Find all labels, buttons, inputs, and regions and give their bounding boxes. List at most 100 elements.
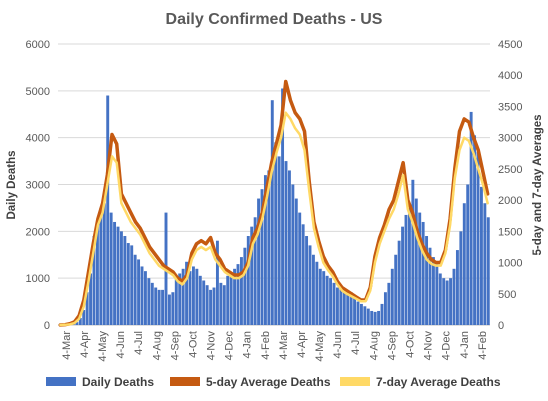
legend-label-daily: Daily Deaths — [82, 375, 154, 389]
y2-tick-label: 2500 — [498, 164, 522, 176]
line-7day-average — [59, 111, 489, 327]
bar-daily-deaths — [174, 278, 178, 325]
y-tick-label: 1000 — [26, 273, 50, 285]
bar-daily-deaths — [113, 221, 117, 325]
bar-daily-deaths — [315, 261, 319, 325]
x-tick-label: 4-Jul — [133, 331, 145, 355]
bar-daily-deaths — [205, 285, 209, 325]
y-tick-label: 4000 — [26, 133, 50, 145]
bar-daily-deaths — [342, 289, 346, 325]
y2-tick-label: 4500 — [498, 39, 522, 51]
legend-swatch-daily — [46, 377, 76, 386]
bar-daily-deaths — [466, 184, 470, 325]
x-tick-label: 4-Mar — [61, 331, 73, 360]
bar-daily-deaths — [181, 268, 185, 325]
bar-daily-deaths — [425, 236, 429, 325]
y-tick-label: 5000 — [26, 86, 50, 98]
bar-daily-deaths — [202, 280, 206, 325]
bar-daily-deaths — [198, 275, 202, 325]
bar-daily-deaths — [418, 212, 422, 325]
x-tick-label: 4-Jul — [350, 331, 362, 355]
bar-daily-deaths — [106, 95, 110, 326]
left-axis-ticks: 0 1000 2000 3000 4000 5000 6000 — [26, 39, 50, 332]
y-tick-label: 6000 — [26, 39, 50, 51]
y-tick-label: 0 — [44, 320, 50, 332]
bar-daily-deaths — [298, 212, 302, 325]
bar-daily-deaths — [95, 221, 99, 325]
bar-daily-deaths — [479, 186, 483, 325]
bar-daily-deaths — [311, 254, 315, 325]
bar-daily-deaths — [270, 100, 274, 325]
y-tick-label: 2000 — [26, 226, 50, 238]
bar-daily-deaths — [109, 212, 113, 325]
bar-daily-deaths — [394, 254, 398, 325]
y-tick-label: 3000 — [26, 180, 50, 192]
legend-swatch-7day — [340, 377, 370, 386]
bar-daily-deaths — [431, 257, 435, 325]
bar-daily-deaths — [383, 292, 387, 325]
x-tick-label: 4-Feb — [477, 331, 489, 360]
bar-daily-deaths — [99, 207, 103, 325]
x-tick-label: 4-May — [314, 331, 326, 362]
bar-daily-deaths — [401, 226, 405, 325]
bar-daily-deaths — [236, 264, 240, 325]
y2-tick-label: 0 — [498, 320, 504, 332]
bar-daily-deaths — [89, 273, 93, 325]
y2-tick-label: 3000 — [498, 133, 522, 145]
bar-daily-deaths — [246, 236, 250, 325]
bar-daily-deaths — [195, 268, 199, 325]
bar-daily-deaths — [123, 236, 127, 325]
x-tick-label: 4-Aug — [151, 331, 163, 360]
bar-daily-deaths — [161, 289, 165, 325]
bar-daily-deaths — [215, 240, 219, 325]
bar-daily-deaths — [308, 245, 312, 325]
bar-daily-deaths — [411, 179, 415, 325]
bar-daily-deaths — [157, 289, 161, 325]
bar-daily-deaths — [116, 226, 120, 325]
bar-daily-deaths — [150, 282, 154, 325]
bar-daily-deaths — [137, 259, 141, 325]
bar-daily-deaths — [397, 240, 401, 325]
bar-daily-deaths — [445, 280, 449, 325]
bar-daily-deaths — [483, 203, 487, 325]
bar-daily-deaths — [449, 278, 453, 325]
x-tick-label: 4-Dec — [441, 331, 453, 361]
bar-daily-deaths — [305, 236, 309, 325]
bar-daily-deaths — [377, 310, 381, 325]
bar-daily-deaths — [82, 310, 86, 325]
bar-daily-deaths — [178, 273, 182, 325]
x-tick-label: 4-Nov — [423, 331, 435, 361]
x-tick-label: 4-Mar — [278, 331, 290, 360]
bar-daily-deaths — [428, 247, 432, 325]
bar-daily-deaths — [325, 275, 329, 325]
bar-daily-deaths — [226, 275, 230, 325]
bar-daily-deaths — [390, 268, 394, 325]
line-5day-average — [58, 79, 490, 327]
legend: Daily Deaths 5-day Average Deaths 7-day … — [46, 375, 501, 389]
bar-daily-deaths — [438, 273, 442, 325]
bar-daily-deaths — [188, 271, 192, 325]
x-tick-label: 4-Jan — [242, 331, 254, 359]
bar-daily-deaths — [250, 226, 254, 325]
bar-daily-deaths — [78, 317, 82, 325]
bar-daily-deaths — [239, 257, 243, 325]
bar-daily-deaths — [281, 88, 285, 325]
bar-daily-deaths — [332, 282, 336, 325]
bar-daily-deaths — [294, 198, 298, 325]
bar-daily-deaths — [318, 268, 322, 325]
x-tick-label: 4-May — [97, 331, 109, 362]
bar-daily-deaths — [435, 264, 439, 325]
bar-daily-deaths — [469, 111, 473, 326]
bar-daily-deaths — [373, 311, 377, 325]
x-tick-label: 4-Aug — [368, 331, 380, 360]
bar-daily-deaths — [407, 207, 411, 325]
x-tick-label: 4-Nov — [206, 331, 218, 361]
x-tick-label: 4-Sep — [386, 331, 398, 360]
bar-daily-deaths — [267, 170, 271, 325]
right-axis-ticks: 0 500 1000 1500 2000 2500 3000 3500 4000 4500 — [498, 39, 522, 332]
bar-daily-deaths — [171, 292, 175, 325]
bar-daily-deaths — [133, 254, 137, 325]
bar-daily-deaths — [346, 292, 350, 325]
